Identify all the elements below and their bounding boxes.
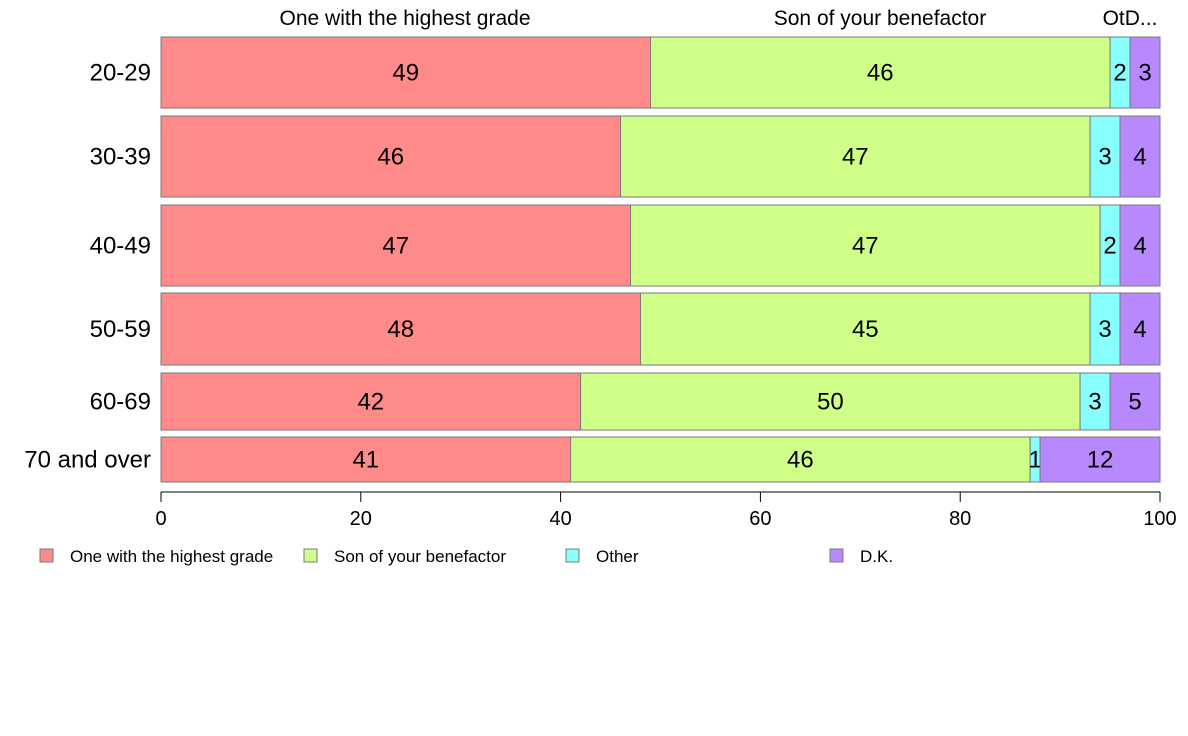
bar-3-1 bbox=[1119, 115, 1161, 198]
bar-1-3 bbox=[640, 292, 1091, 366]
legend-swatch-3 bbox=[829, 548, 844, 563]
top-labels: One with the highest grade Son of your b… bbox=[280, 7, 1158, 30]
category-label-2: 40-49 bbox=[90, 233, 151, 260]
data-label-0-5: 41 bbox=[352, 447, 379, 474]
data-label-0-4: 42 bbox=[357, 389, 384, 416]
category-labels: 20-29 30-39 40-49 50-59 60-69 70 and over bbox=[24, 60, 151, 474]
bar-3-3 bbox=[1119, 292, 1161, 366]
legend: One with the highest grade Son of your be… bbox=[39, 547, 893, 566]
bar-3-4 bbox=[1109, 372, 1161, 431]
data-label-1-2: 47 bbox=[852, 233, 879, 260]
data-label-3-1: 4 bbox=[1133, 144, 1146, 171]
data-label-2-1: 3 bbox=[1098, 144, 1111, 171]
data-label-0-0: 49 bbox=[392, 60, 419, 87]
data-label-0-3: 48 bbox=[387, 316, 414, 343]
data-label-3-0: 3 bbox=[1138, 60, 1151, 87]
bar-2-3 bbox=[1089, 292, 1121, 366]
bar-0-1 bbox=[160, 115, 622, 198]
category-label-3: 50-59 bbox=[90, 316, 151, 343]
bar-0-2 bbox=[160, 204, 632, 287]
data-label-0-2: 47 bbox=[382, 233, 409, 260]
bar-3-0 bbox=[1129, 36, 1161, 109]
data-label-3-2: 4 bbox=[1133, 233, 1146, 260]
category-label-5: 70 and over bbox=[24, 447, 151, 474]
x-axis: 0 20 40 60 80 100 bbox=[155, 491, 1177, 530]
x-tick-label-2: 40 bbox=[549, 508, 571, 530]
legend-swatch-0 bbox=[39, 548, 54, 563]
bar-2-1 bbox=[1089, 115, 1121, 198]
top-label-1: Son of your benefactor bbox=[774, 7, 986, 30]
bars: 49 46 2 346 47 3 447 47 2 448 45 3 442 50 3 541 46 1 12 bbox=[160, 36, 1161, 483]
data-label-3-4: 5 bbox=[1128, 389, 1141, 416]
bar-1-2 bbox=[630, 204, 1101, 287]
x-tick-label-0: 0 bbox=[155, 508, 166, 530]
legend-swatch-1 bbox=[303, 548, 318, 563]
legend-label-0: One with the highest grade bbox=[70, 547, 273, 566]
category-label-0: 20-29 bbox=[90, 60, 151, 87]
top-label-0: One with the highest grade bbox=[280, 7, 531, 30]
bar-3-5 bbox=[1039, 436, 1161, 483]
top-label-2: OtD... bbox=[1103, 7, 1158, 30]
data-label-3-5: 12 bbox=[1087, 447, 1114, 474]
x-tick-label-5: 100 bbox=[1143, 508, 1176, 530]
category-label-1: 30-39 bbox=[90, 144, 151, 171]
data-label-1-4: 50 bbox=[817, 389, 844, 416]
data-label-2-5: 1 bbox=[1028, 447, 1041, 474]
data-label-1-0: 46 bbox=[867, 60, 894, 87]
data-label-2-2: 2 bbox=[1103, 233, 1116, 260]
bar-2-4 bbox=[1079, 372, 1111, 431]
bar-1-1 bbox=[620, 115, 1091, 198]
legend-swatch-2 bbox=[565, 548, 580, 563]
data-label-2-0: 2 bbox=[1113, 60, 1126, 87]
bar-1-0 bbox=[650, 36, 1111, 109]
legend-label-3: D.K. bbox=[860, 547, 893, 566]
bar-0-3 bbox=[160, 292, 642, 366]
bar-0-0 bbox=[160, 36, 652, 109]
data-label-0-1: 46 bbox=[377, 144, 404, 171]
category-label-4: 60-69 bbox=[90, 389, 151, 416]
data-label-3-3: 4 bbox=[1133, 316, 1146, 343]
data-label-1-3: 45 bbox=[852, 316, 879, 343]
x-tick-label-3: 60 bbox=[749, 508, 771, 530]
x-tick-label-4: 80 bbox=[949, 508, 971, 530]
x-tick-label-1: 20 bbox=[350, 508, 372, 530]
data-label-1-5: 46 bbox=[787, 447, 814, 474]
bar-3-2 bbox=[1119, 204, 1161, 287]
legend-label-2: Other bbox=[596, 547, 639, 566]
legend-label-1: Son of your benefactor bbox=[334, 547, 506, 566]
data-label-2-3: 3 bbox=[1098, 316, 1111, 343]
data-label-2-4: 3 bbox=[1088, 389, 1101, 416]
data-label-1-1: 47 bbox=[842, 144, 869, 171]
